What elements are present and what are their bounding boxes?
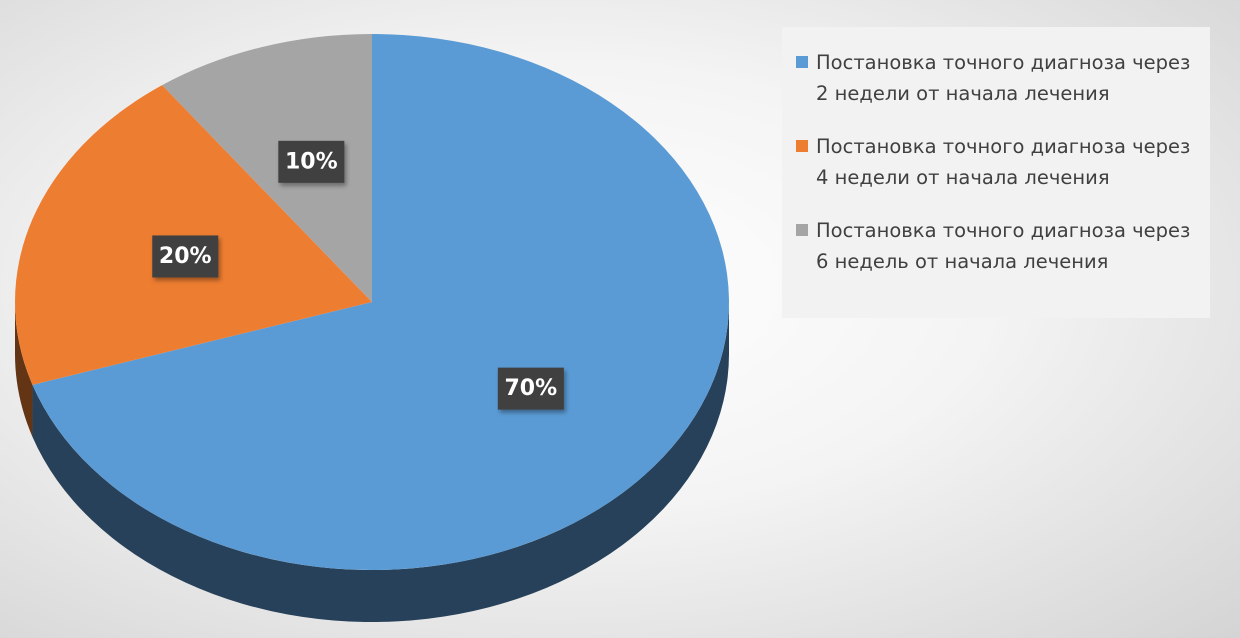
legend-swatch — [796, 140, 808, 152]
data-label: 20% — [159, 244, 212, 269]
label-box — [278, 140, 345, 183]
data-label: 10% — [285, 149, 338, 174]
pie-side — [32, 302, 729, 622]
legend-label: Постановка точного диагноза через 4 неде… — [816, 135, 1191, 189]
pie-slice — [14, 85, 372, 385]
legend-item: Постановка точного диагноза через 6 неде… — [796, 215, 1200, 277]
label-box — [152, 235, 219, 278]
legend-swatch — [796, 224, 808, 236]
legend: Постановка точного диагноза через 2 неде… — [782, 27, 1210, 318]
label-box — [497, 367, 564, 410]
legend-swatch — [796, 56, 808, 68]
legend-item: Постановка точного диагноза через 2 неде… — [796, 47, 1200, 109]
pie-slice — [162, 34, 372, 302]
pie-slice — [32, 34, 729, 570]
legend-label: Постановка точного диагноза через 6 неде… — [816, 219, 1191, 273]
pie-side — [15, 302, 33, 437]
data-label: 70% — [505, 376, 558, 401]
legend-item: Постановка точного диагноза через 4 неде… — [796, 131, 1200, 193]
legend-label: Постановка точного диагноза через 2 неде… — [816, 51, 1191, 105]
